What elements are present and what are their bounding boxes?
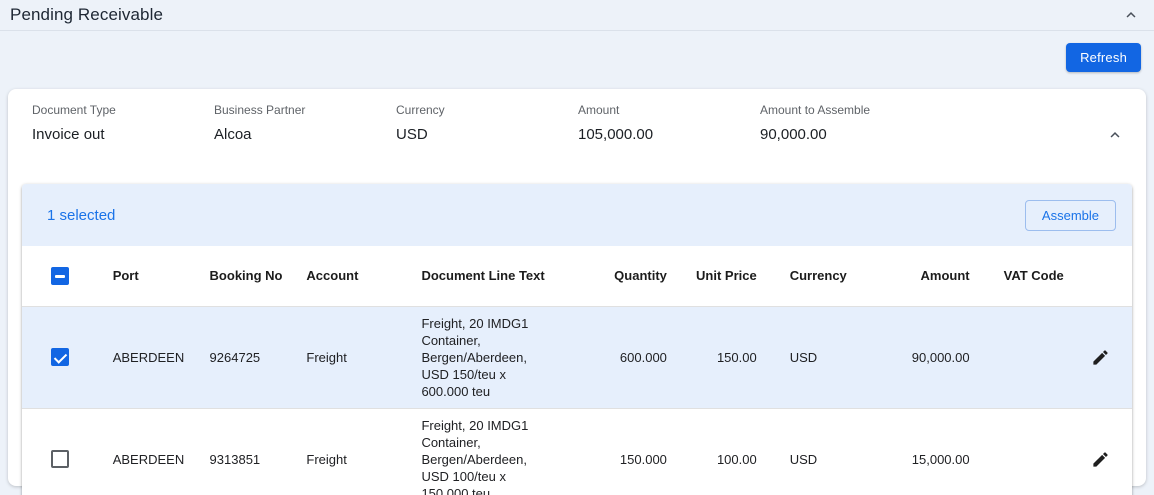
field-label: Amount (578, 103, 620, 117)
assemble-button[interactable]: Assemble (1024, 199, 1116, 231)
field-label: Currency (396, 103, 445, 117)
port-cell: ABERDEEN (112, 349, 185, 365)
line-items-panel: 1 selected Assemble Port Booking No Acco… (22, 184, 1132, 495)
amount-cell: 15,000.00 (855, 407, 987, 495)
column-header-amount: Amount (855, 246, 987, 307)
page-title: Pending Receivable (10, 5, 164, 24)
currency-cell: USD (789, 349, 818, 365)
quantity-cell: 150.000 (564, 407, 683, 495)
account-cell: Freight (306, 349, 347, 365)
table-row: ABERDEEN 9264725 Freight Freight, 20 IMD… (22, 306, 1132, 408)
edit-icon[interactable] (1087, 446, 1114, 473)
field-label: Document Type (32, 103, 116, 117)
chevron-up-icon[interactable] (1106, 126, 1124, 144)
field-document-type: Document Type Invoice out (32, 103, 214, 184)
field-value: 90,000.00 (760, 126, 827, 143)
document-summary: Document Type Invoice out Business Partn… (8, 89, 1146, 184)
currency-cell: USD (772, 407, 856, 495)
port-cell: ABERDEEN (98, 407, 196, 495)
column-header-unit-price: Unit Price (682, 246, 773, 307)
field-amount: Amount 105,000.00 (578, 103, 760, 184)
select-all-checkbox[interactable] (51, 267, 70, 286)
column-header-currency: Currency (772, 246, 856, 307)
actions-row: Refresh (0, 31, 1154, 72)
column-header-document-line-text: Document Line Text (407, 246, 565, 307)
field-value: USD (396, 126, 428, 143)
row-checkbox[interactable] (51, 450, 70, 468)
column-header-vat-code: VAT Code (986, 246, 1070, 307)
field-value: Invoice out (32, 126, 105, 143)
selection-count: 1 selected (47, 206, 116, 224)
section-header: Pending Receivable (0, 0, 1154, 31)
table-row: ABERDEEN 9313851 Freight Freight, 20 IMD… (22, 407, 1132, 495)
column-header-quantity: Quantity (564, 246, 683, 307)
amount-cell: 90,000.00 (911, 349, 970, 365)
field-business-partner: Business Partner Alcoa (214, 103, 396, 184)
field-value: Alcoa (214, 126, 252, 143)
pending-receivable-card: Document Type Invoice out Business Partn… (8, 89, 1146, 495)
document-line-text-cell: Freight, 20 IMDG1 Container, Bergen/Aber… (407, 407, 565, 495)
line-items-table: Port Booking No Account Document Line Te… (22, 246, 1132, 495)
unit-price-cell: 150.00 (716, 349, 757, 365)
unit-price-cell: 100.00 (682, 407, 773, 495)
vat-code-cell (986, 407, 1070, 495)
field-label: Business Partner (214, 103, 306, 117)
document-line-text-cell: Freight, 20 IMDG1 Container, Bergen/Aber… (421, 315, 529, 399)
field-label: Amount to Assemble (760, 103, 871, 117)
vat-code-cell (987, 306, 1070, 408)
column-header-booking-no: Booking No (195, 246, 293, 307)
selection-toolbar: 1 selected Assemble (22, 184, 1132, 246)
field-amount-to-assemble: Amount to Assemble 90,000.00 (760, 103, 942, 184)
column-header-port: Port (98, 246, 196, 307)
chevron-up-icon[interactable] (1122, 6, 1140, 24)
refresh-button[interactable]: Refresh (1066, 43, 1141, 72)
field-currency: Currency USD (396, 103, 578, 184)
booking-no-cell: 9313851 (195, 407, 293, 495)
booking-no-cell: 9264725 (209, 349, 261, 365)
table-header-row: Port Booking No Account Document Line Te… (22, 246, 1132, 307)
quantity-cell: 600.000 (619, 349, 667, 365)
row-checkbox[interactable] (51, 348, 70, 366)
account-cell: Freight (292, 407, 408, 495)
column-header-account: Account (292, 246, 408, 307)
edit-icon[interactable] (1087, 344, 1114, 371)
field-value: 105,000.00 (578, 126, 654, 143)
